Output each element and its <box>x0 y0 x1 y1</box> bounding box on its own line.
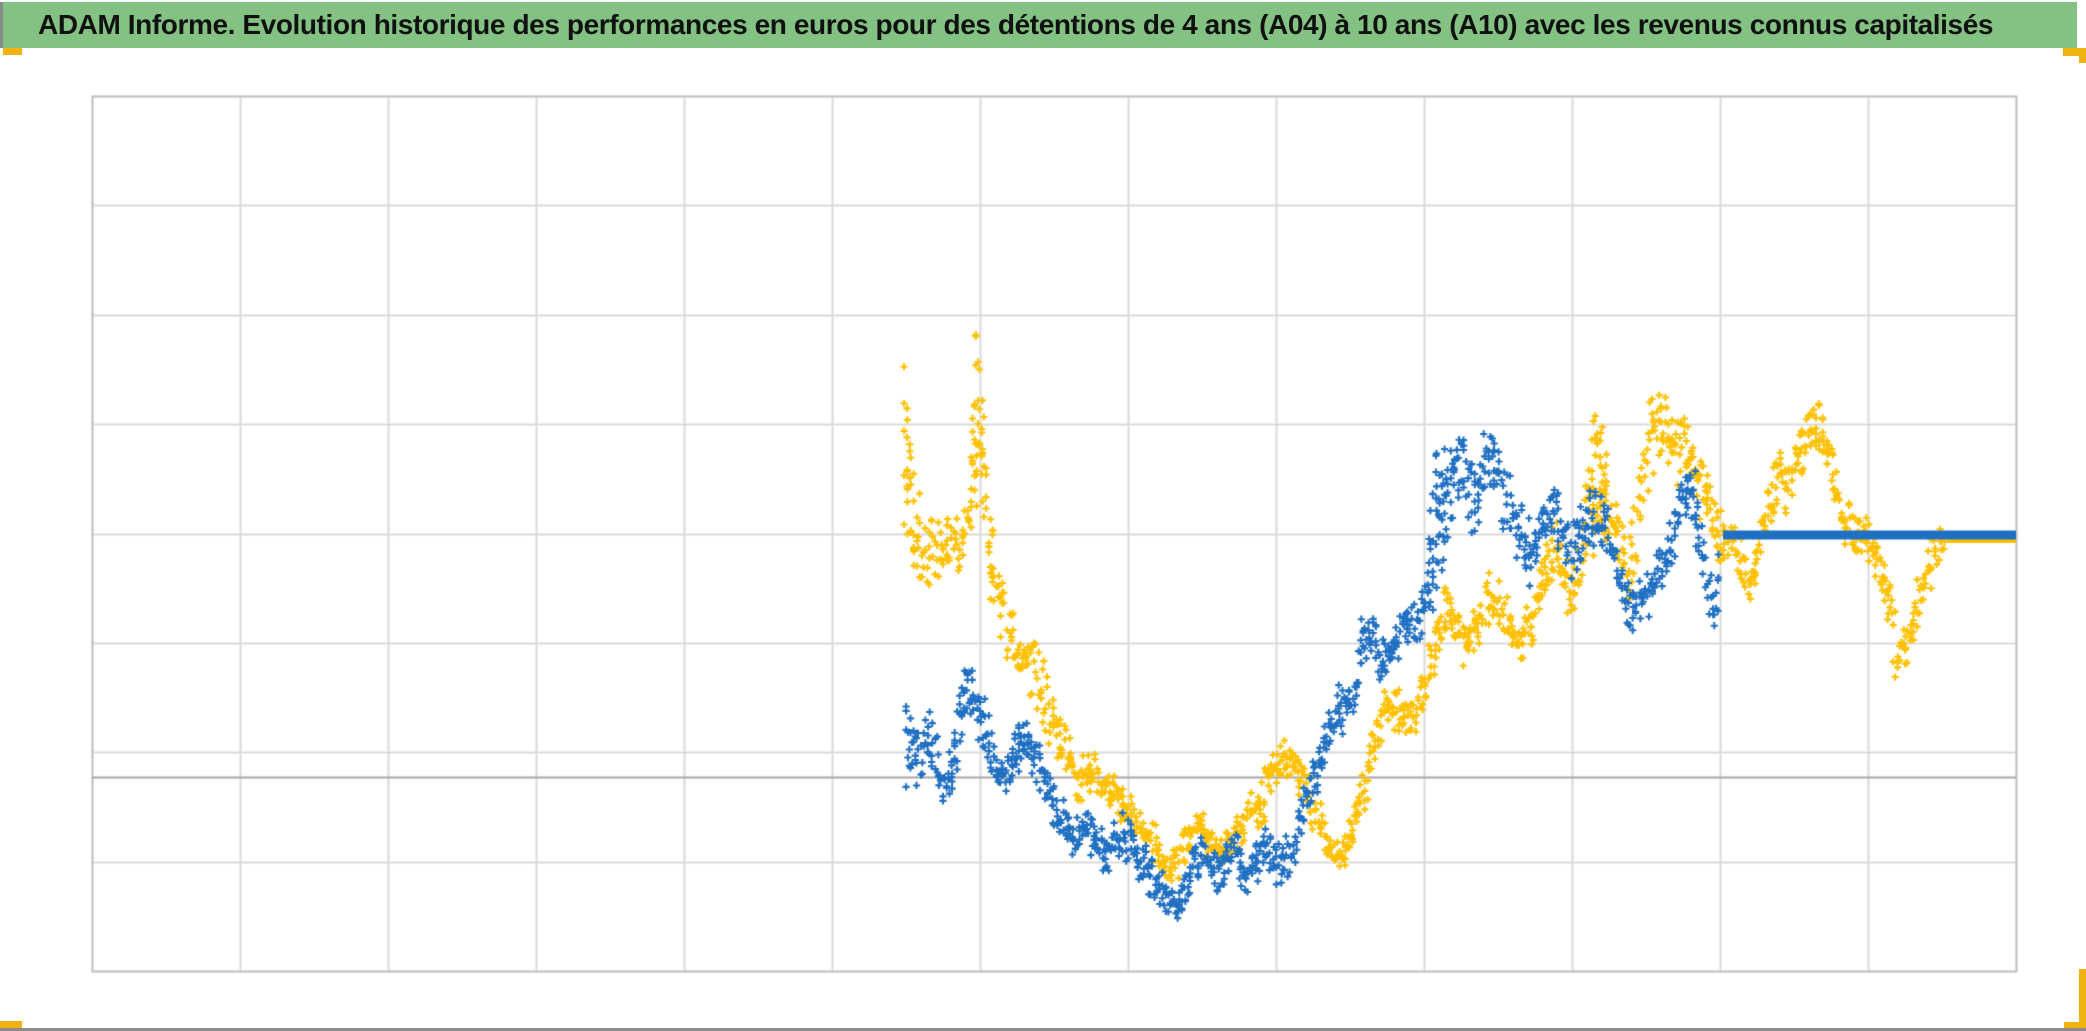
bottom-rule <box>0 1028 2086 1031</box>
